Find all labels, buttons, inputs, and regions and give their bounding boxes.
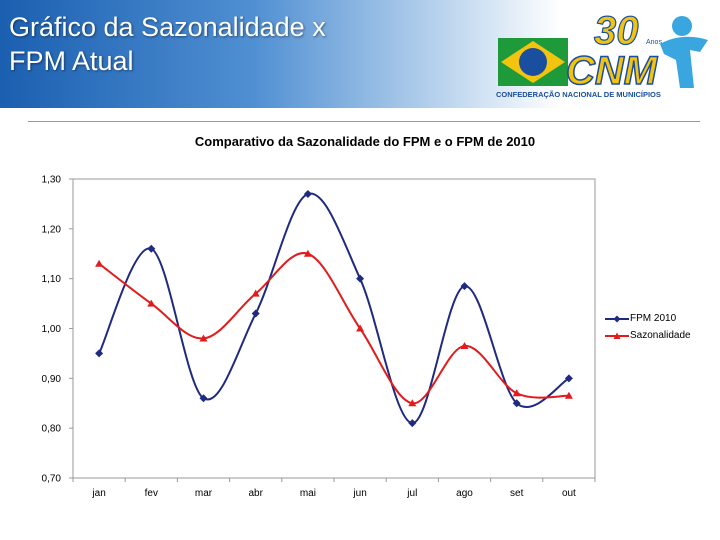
y-tick-label: 0,90 <box>42 374 62 385</box>
data-point-sazonalidade <box>356 324 365 332</box>
legend-label-fpm-2010: FPM 2010 <box>630 313 677 324</box>
x-tick-label: mar <box>195 488 213 499</box>
chart-title: Comparativo da Sazonalidade do FPM e o F… <box>194 134 536 149</box>
logo-flag-globe <box>519 48 547 76</box>
data-point-sazonalidade <box>303 249 312 257</box>
series-line-sazonalidade <box>98 252 569 405</box>
x-tick-label: jun <box>352 488 366 499</box>
x-tick-label: out <box>562 488 576 499</box>
data-point-fpm-2010 <box>356 274 365 283</box>
legend-label-sazonalidade: Sazonalidade <box>630 330 691 341</box>
logo-figure-head <box>672 16 692 36</box>
x-tick-label: abr <box>248 488 263 499</box>
slide-title: Gráfico da Sazonalidade x FPM Atual <box>9 10 479 78</box>
series-line-fpm-2010 <box>98 192 570 425</box>
x-tick-label: ago <box>456 488 473 499</box>
data-point-fpm-2010 <box>512 399 521 408</box>
y-tick-label: 1,00 <box>42 324 62 335</box>
legend-swatch-sazonalidade <box>605 332 629 339</box>
legend-item-sazonalidade: Sazonalidade <box>600 329 698 344</box>
data-point-sazonalidade <box>199 334 208 342</box>
data-point-sazonalidade <box>564 391 573 399</box>
data-point-fpm-2010 <box>303 189 312 198</box>
data-point-sazonalidade <box>512 389 521 397</box>
y-tick-label: 1,30 <box>42 175 62 186</box>
y-tick-label: 1,10 <box>42 274 62 285</box>
data-point-fpm-2010 <box>95 349 104 358</box>
data-point-fpm-2010 <box>460 282 469 291</box>
data-point-sazonalidade <box>408 399 417 407</box>
logo-anniversary-word: Anos <box>646 39 662 46</box>
x-tick-label: jan <box>91 488 105 499</box>
slide-title-line-1: Gráfico da Sazonalidade x <box>9 12 326 42</box>
legend-item-fpm-2010: FPM 2010 <box>600 312 698 327</box>
x-tick-label: set <box>510 488 524 499</box>
logo-full-name: CONFEDERAÇÃO NACIONAL DE MUNICÍPIOS <box>496 90 661 99</box>
data-point-sazonalidade <box>460 341 469 349</box>
x-tick-label: mai <box>300 488 316 499</box>
data-point-fpm-2010 <box>147 244 156 253</box>
data-point-fpm-2010 <box>408 419 417 428</box>
data-point-sazonalidade <box>147 299 156 307</box>
logo-anniversary-number: 30 <box>594 9 639 53</box>
header-band <box>0 0 720 108</box>
plot-area <box>72 178 596 479</box>
logo-acronym: CNM <box>566 49 659 93</box>
data-point-fpm-2010 <box>251 309 260 318</box>
slide-title-line-2: FPM Atual <box>9 46 134 76</box>
data-point-sazonalidade <box>251 289 260 297</box>
y-tick-label: 0,70 <box>42 474 62 485</box>
title-divider <box>28 121 700 122</box>
chart-legend: FPM 2010 Sazonalidade <box>600 310 698 346</box>
data-point-sazonalidade <box>95 259 104 267</box>
legend-swatch-fpm-2010 <box>605 315 629 323</box>
logo-figure-body <box>660 36 708 88</box>
y-tick-label: 1,20 <box>42 224 62 235</box>
y-tick-label: 0,80 <box>42 424 62 435</box>
data-point-fpm-2010 <box>564 374 573 383</box>
data-point-fpm-2010 <box>199 394 208 403</box>
x-tick-label: fev <box>145 488 158 499</box>
cnm-logo: 30 Anos CNM CONFEDERAÇÃO NACIONAL DE MUN… <box>496 8 708 99</box>
x-tick-label: jul <box>406 488 417 499</box>
